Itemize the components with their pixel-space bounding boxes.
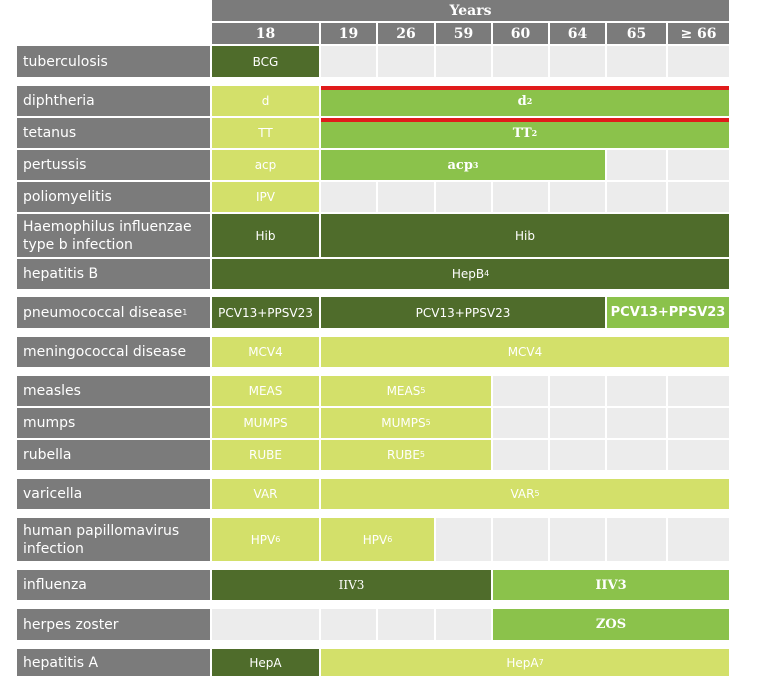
age-col-65: 65 (607, 23, 666, 44)
age-col-60: 60 (493, 23, 548, 44)
empty-cell (668, 182, 729, 212)
row-label-hib: Haemophilus influenzae type b infection (17, 214, 210, 257)
years-header: Years (212, 0, 729, 21)
cell-meas-adult: MEAS 5 (321, 376, 491, 406)
empty-cell (436, 609, 491, 640)
cell-var: VAR (212, 479, 319, 509)
cell-mumps: MUMPS (212, 408, 319, 438)
empty-cell (668, 408, 729, 438)
row-label-measles: measles (17, 376, 210, 406)
empty-cell (493, 518, 548, 561)
cell-var-adult: VAR 5 (321, 479, 729, 509)
row-label-pertussis: pertussis (17, 150, 210, 180)
row-label-hpv: human papillomavirus infection (17, 518, 210, 561)
empty-cell (607, 182, 666, 212)
empty-cell (550, 46, 605, 77)
empty-cell (378, 46, 434, 77)
cell-meas: MEAS (212, 376, 319, 406)
cell-mumps-adult: MUMPS 5 (321, 408, 491, 438)
empty-cell (668, 440, 729, 470)
row-label-influenza: influenza (17, 570, 210, 600)
row-label-tuberculosis: tuberculosis (17, 46, 210, 77)
empty-cell (321, 609, 376, 640)
cell-rube: RUBE (212, 440, 319, 470)
cell-d: d (212, 86, 319, 116)
empty-cell (550, 376, 605, 406)
age-col-64: 64 (550, 23, 605, 44)
empty-cell (607, 376, 666, 406)
empty-cell (607, 46, 666, 77)
cell-bcg: BCG (212, 46, 319, 77)
empty-cell (493, 376, 548, 406)
empty-cell (607, 440, 666, 470)
cell-rube-adult: RUBE 5 (321, 440, 491, 470)
empty-cell (321, 46, 376, 77)
cell-hpv: HPV 6 (212, 518, 319, 561)
cell-tt-booster: TT 2 (321, 118, 729, 148)
cell-iiv3: IIV3 (212, 570, 491, 600)
red-bar (321, 86, 729, 90)
empty-cell (668, 376, 729, 406)
empty-cell (550, 408, 605, 438)
empty-cell (493, 440, 548, 470)
empty-cell (668, 518, 729, 561)
cell-ipv: IPV (212, 182, 319, 212)
red-bar (321, 118, 729, 122)
cell-acp-booster: acp 3 (321, 150, 605, 180)
age-col-18: 18 (212, 23, 319, 44)
row-label-poliomyelitis: poliomyelitis (17, 182, 210, 212)
row-label-pneumococcal: pneumococcal disease 1 (17, 297, 210, 328)
age-col-66-plus: ≥ 66 (668, 23, 729, 44)
empty-cell (378, 182, 434, 212)
empty-cell (436, 518, 491, 561)
cell-iiv3-senior: IIV3 (493, 570, 729, 600)
empty-cell (607, 150, 666, 180)
empty-cell (607, 408, 666, 438)
cell-hpv-adult: HPV 6 (321, 518, 434, 561)
empty-cell (668, 46, 729, 77)
age-col-26: 26 (378, 23, 434, 44)
cell-mcv4-adult: MCV4 (321, 337, 729, 367)
empty-cell (493, 408, 548, 438)
empty-cell (493, 46, 548, 77)
row-label-herpes-zoster: herpes zoster (17, 609, 210, 640)
cell-pneumo-18: PCV13+PPSV23 (212, 297, 319, 328)
cell-hib: Hib (212, 214, 319, 257)
empty-cell (212, 609, 319, 640)
row-label-rubella: rubella (17, 440, 210, 470)
row-label-tetanus: tetanus (17, 118, 210, 148)
empty-cell (378, 609, 434, 640)
cell-pneumo-senior: PCV13+PPSV23 (607, 297, 729, 328)
row-label-hepatitis-a: hepatitis A (17, 649, 210, 676)
row-label-meningococcal: meningococcal disease (17, 337, 210, 367)
row-label-diphtheria: diphtheria (17, 86, 210, 116)
age-col-59: 59 (436, 23, 491, 44)
cell-hepb: HepB 4 (212, 259, 729, 289)
cell-zos: ZOS (493, 609, 729, 640)
cell-acp: acp (212, 150, 319, 180)
row-label-mumps: mumps (17, 408, 210, 438)
empty-cell (436, 182, 491, 212)
cell-tt: TT (212, 118, 319, 148)
cell-hib-adult: Hib (321, 214, 729, 257)
cell-pneumo-adult: PCV13+PPSV23 (321, 297, 605, 328)
cell-mcv4: MCV4 (212, 337, 319, 367)
row-label-hepatitis-b: hepatitis B (17, 259, 210, 289)
row-label-varicella: varicella (17, 479, 210, 509)
empty-cell (550, 182, 605, 212)
empty-cell (436, 46, 491, 77)
empty-cell (550, 440, 605, 470)
cell-hepa-adult: HepA 7 (321, 649, 729, 676)
age-col-19: 19 (321, 23, 376, 44)
empty-cell (607, 518, 666, 561)
empty-cell (321, 182, 376, 212)
cell-hepa: HepA (212, 649, 319, 676)
empty-cell (493, 182, 548, 212)
empty-cell (668, 150, 729, 180)
empty-cell (550, 518, 605, 561)
